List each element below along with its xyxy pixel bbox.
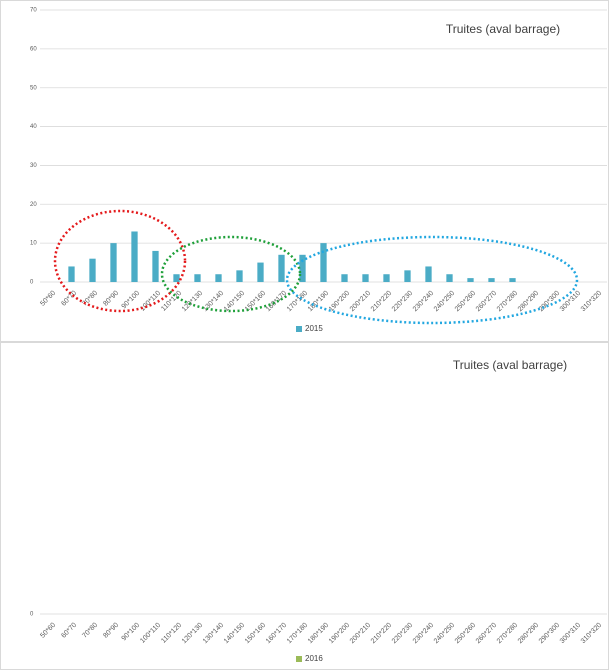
bar — [236, 270, 243, 282]
x-tick-label: 190*200 — [328, 622, 351, 645]
highlight-ellipse — [160, 235, 302, 313]
x-tick-label: 80*90 — [102, 622, 120, 640]
x-tick-label: 160*170 — [265, 622, 288, 645]
y-tick-label: 10 — [30, 241, 37, 247]
x-tick-label: 90*100 — [121, 290, 142, 311]
bar — [278, 254, 285, 282]
x-tick-label: 90*100 — [121, 622, 142, 643]
x-tick-label: 190*200 — [328, 290, 351, 313]
bar — [215, 274, 222, 282]
bar — [341, 274, 348, 282]
y-tick-label: 40 — [30, 124, 37, 130]
x-tick-label: 270*280 — [496, 622, 519, 645]
x-tick-label: 280*290 — [517, 290, 540, 313]
x-tick-label: 230*240 — [412, 622, 435, 645]
x-tick-label: 210*220 — [370, 622, 393, 645]
x-tick-label: 200*210 — [349, 622, 372, 645]
y-tick-label: 70 — [30, 8, 37, 14]
annotations — [53, 209, 579, 325]
legend-swatch — [296, 326, 302, 332]
x-tick-label: 150*160 — [244, 622, 267, 645]
x-tick-label: 160*170 — [265, 290, 288, 313]
x-tick-label: 220*230 — [391, 290, 414, 313]
legend-label: 2016 — [305, 654, 323, 663]
x-tick-label: 220*230 — [391, 622, 414, 645]
bar — [299, 254, 306, 282]
x-tick-label: 130*140 — [202, 622, 225, 645]
chart-frame — [0, 0, 609, 342]
bar — [89, 258, 96, 282]
x-tick-label: 250*260 — [454, 290, 477, 313]
x-tick-label: 270*280 — [496, 290, 519, 313]
x-tick-label: 230*240 — [412, 290, 435, 313]
highlight-ellipse — [53, 209, 187, 313]
x-tick-label: 120*130 — [181, 290, 204, 313]
x-tick-label: 310*320 — [580, 290, 603, 313]
highlight-ellipse — [285, 235, 579, 325]
y-tick-label: 20 — [30, 202, 37, 208]
x-tick-label: 310*320 — [580, 622, 603, 645]
x-tick-label: 50*60 — [39, 622, 57, 640]
x-tick-label: 240*250 — [433, 622, 456, 645]
x-tick-label: 70*80 — [81, 290, 99, 308]
x-tick-label: 170*180 — [286, 622, 309, 645]
bar — [194, 274, 201, 282]
x-tick-label: 250*260 — [454, 622, 477, 645]
y-tick-label: 30 — [30, 163, 37, 169]
bar — [173, 274, 180, 282]
bar — [362, 274, 369, 282]
x-tick-label: 60*70 — [60, 622, 78, 640]
x-tick-label: 240*250 — [433, 290, 456, 313]
x-tick-label: 110*120 — [160, 290, 183, 313]
x-tick-label: 50*60 — [39, 290, 57, 308]
x-tick-label: 140*150 — [223, 622, 246, 645]
x-tick-label: 180*190 — [307, 290, 330, 313]
bar — [320, 243, 327, 282]
x-tick-label: 210*220 — [370, 290, 393, 313]
legend-label: 2015 — [305, 324, 323, 333]
bar — [488, 278, 495, 282]
x-tick-label: 70*80 — [81, 622, 99, 640]
bar — [383, 274, 390, 282]
chart-title: Truites (aval barrage) — [446, 22, 560, 36]
x-tick-label: 120*130 — [181, 622, 204, 645]
x-tick-label: 100*110 — [139, 622, 162, 645]
x-tick-label: 180*190 — [307, 622, 330, 645]
y-tick-label: 0 — [30, 280, 34, 286]
chart-frame — [0, 342, 609, 670]
x-tick-label: 130*140 — [202, 290, 225, 313]
bar — [467, 278, 474, 282]
bar — [425, 266, 432, 282]
bar — [509, 278, 516, 282]
y-tick-label: 60 — [30, 46, 37, 52]
chart-title: Truites (aval barrage) — [453, 358, 567, 372]
x-tick-label: 260*270 — [475, 290, 498, 313]
bar — [257, 262, 264, 282]
bar — [131, 231, 138, 282]
x-tick-label: 280*290 — [517, 622, 540, 645]
x-tick-label: 300*310 — [559, 622, 582, 645]
y-tick-label: 50 — [30, 85, 37, 91]
x-tick-label: 80*90 — [102, 290, 120, 308]
bar — [110, 243, 117, 282]
bar — [152, 250, 159, 282]
bar — [404, 270, 411, 282]
x-tick-label: 200*210 — [349, 290, 372, 313]
bar — [68, 266, 75, 282]
bar — [446, 274, 453, 282]
x-tick-label: 290*300 — [538, 622, 561, 645]
legend-swatch — [296, 656, 302, 662]
x-tick-label: 260*270 — [475, 622, 498, 645]
x-tick-label: 110*120 — [160, 622, 183, 645]
y-tick-label: 0 — [30, 612, 34, 618]
x-tick-label: 290*300 — [538, 290, 561, 313]
